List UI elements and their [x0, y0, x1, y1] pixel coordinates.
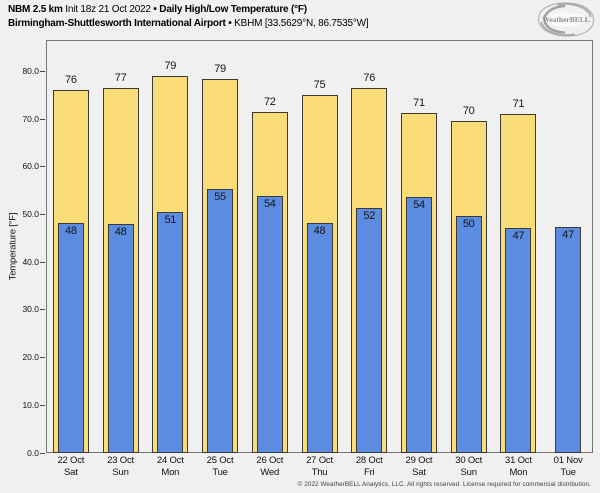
weatherbell-logo: WeatherBELL: [537, 2, 595, 37]
x-tick-label: 01 Nov Tue: [553, 455, 583, 478]
low-bar: [57, 222, 84, 453]
separator-bullet: •: [153, 4, 157, 15]
y-tick-label: 60.0: [22, 161, 39, 172]
y-tick-mark: [40, 214, 45, 216]
high-value-label: 77: [114, 72, 127, 85]
low-bar: [306, 223, 333, 453]
high-value-label: 72: [263, 95, 276, 108]
low-value-label: 47: [562, 229, 574, 242]
low-value-label: 55: [214, 191, 226, 204]
copyright-notice: © 2022 WeatherBELL Analytics, LLC. All r…: [297, 481, 591, 488]
title-line-1: NBM 2.5 km Init 18z 21 Oct 2022 • Daily …: [8, 3, 369, 17]
y-tick-mark: [40, 70, 45, 72]
low-bar: [356, 207, 383, 453]
y-tick-label: 40.0: [22, 256, 39, 267]
low-bar: [157, 212, 184, 453]
station-name: Birmingham-Shuttlesworth International A…: [8, 17, 226, 29]
title-line-2: Birmingham-Shuttlesworth International A…: [8, 17, 369, 31]
y-tick-label: 80.0: [22, 65, 39, 76]
logo-banner: [545, 12, 587, 27]
x-tick-label: 27 Oct Thu: [306, 455, 333, 478]
high-value-label: 70: [462, 105, 475, 118]
y-tick-mark: [40, 452, 45, 454]
low-value-label: 52: [363, 209, 376, 222]
low-bar: [555, 227, 582, 453]
chart-header: NBM 2.5 km Init 18z 21 Oct 2022 • Daily …: [8, 3, 369, 30]
low-value-label: 51: [164, 214, 177, 227]
low-bar: [405, 196, 432, 453]
low-bar: [505, 228, 532, 453]
low-value-label: 48: [313, 225, 326, 238]
logo-text: WeatherBELL: [542, 15, 590, 24]
station-id: KBHM [33.5629°N, 86.7535°W]: [234, 17, 369, 29]
low-bar: [455, 215, 482, 453]
low-bar: [256, 195, 283, 453]
y-tick-label: 30.0: [22, 304, 39, 315]
high-value-label: 79: [214, 63, 226, 76]
x-tick-label: 26 Oct Wed: [256, 455, 284, 478]
y-tick-mark: [40, 357, 45, 359]
high-value-label: 75: [313, 78, 326, 91]
x-tick-label: 31 Oct Mon: [505, 455, 532, 478]
hurricane-swirl-icon: [537, 2, 595, 37]
y-tick-label: 0.0: [27, 447, 39, 458]
x-tick-label: 28 Oct Fri: [355, 455, 383, 478]
high-value-label: 76: [65, 73, 77, 86]
high-value-label: 76: [363, 72, 376, 85]
y-tick-mark: [40, 261, 45, 263]
high-value-label: 71: [512, 98, 525, 111]
x-tick-label: 23 Oct Sun: [107, 455, 134, 478]
low-value-label: 48: [114, 226, 127, 239]
x-tick-label: 24 Oct Mon: [156, 455, 184, 478]
y-tick-mark: [40, 118, 45, 120]
y-tick-mark: [40, 404, 45, 406]
low-value-label: 54: [413, 198, 425, 211]
x-tick-label: 30 Oct Sun: [455, 455, 483, 478]
low-bar: [107, 224, 134, 453]
y-tick-label: 50.0: [22, 209, 39, 220]
x-tick-label: 22 Oct Sat: [57, 455, 85, 478]
y-tick-mark: [40, 309, 45, 311]
x-tick-label: 25 Oct Tue: [206, 455, 234, 478]
y-tick-label: 10.0: [22, 399, 39, 410]
y-tick-label: 70.0: [22, 113, 39, 124]
low-value-label: 48: [65, 224, 77, 237]
high-value-label: 79: [164, 60, 177, 73]
low-value-label: 50: [462, 217, 475, 230]
x-tick-label: 29 Oct Sat: [405, 455, 433, 478]
separator-bullet: •: [228, 17, 232, 29]
low-value-label: 54: [263, 197, 276, 210]
low-value-label: 47: [512, 230, 525, 243]
model-name: NBM 2.5 km: [8, 4, 63, 15]
product-name: Daily High/Low Temperature (°F): [159, 4, 307, 15]
high-value-label: 71: [413, 97, 425, 110]
y-tick-mark: [40, 166, 45, 168]
init-time: Init 18z 21 Oct 2022: [65, 4, 151, 15]
y-tick-label: 20.0: [22, 352, 39, 363]
low-bar: [207, 189, 234, 453]
